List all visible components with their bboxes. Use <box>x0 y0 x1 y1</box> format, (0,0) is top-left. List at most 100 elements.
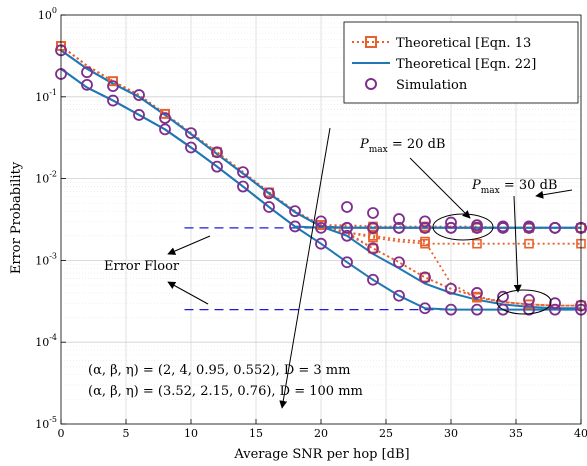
series-simulation-point <box>419 215 431 228</box>
series-eqn13-point <box>108 76 118 87</box>
annotation-pmax20: Pmax = 20 dB <box>359 137 445 155</box>
y-tick-exponent: 0 <box>52 6 57 15</box>
series-simulation-point <box>367 273 379 286</box>
series-simulation-point <box>159 123 171 136</box>
series-simulation-point <box>185 141 197 154</box>
series-simulation-point <box>445 282 457 295</box>
series-simulation-point <box>445 303 457 316</box>
series-simulation-point <box>419 271 431 284</box>
series-eqn13-point <box>420 238 430 249</box>
y-tick-exponent: -2 <box>49 170 57 179</box>
pmax20-symbol: P <box>359 137 369 152</box>
series-simulation-point <box>393 256 405 269</box>
x-tick-label: 15 <box>249 427 263 440</box>
series-simulation-point <box>133 89 145 101</box>
series-simulation-point <box>81 66 93 79</box>
series-simulation-point <box>497 303 509 316</box>
y-tick-exponent: -1 <box>49 88 57 97</box>
series-simulation-point <box>289 220 301 233</box>
arrow-error-floor-upper <box>167 235 211 255</box>
y-tick-base: 10 <box>35 91 49 104</box>
y-tick-label: 10-5 <box>35 415 57 431</box>
y-tick-label: 100 <box>38 6 57 22</box>
legend-marker-simulation <box>365 78 377 90</box>
annotation-pmax30: Pmax = 30 dB <box>471 178 557 196</box>
legend-label-simulation: Simulation <box>396 78 468 93</box>
series-simulation-point <box>315 237 327 250</box>
arrow-pmax30-a <box>513 195 522 293</box>
annotations: Pmax = 20 dB Pmax = 30 dB Error Floor (α… <box>88 137 557 399</box>
series-simulation-point <box>445 216 457 229</box>
series-eqn13-point <box>524 299 534 310</box>
series-simulation-point <box>107 80 119 93</box>
x-tick-label: 20 <box>314 427 328 440</box>
x-tick-label: 30 <box>444 427 458 440</box>
pmax30-subscript: max <box>481 186 500 196</box>
x-tick-label: 40 <box>574 427 587 440</box>
y-tick-base: 10 <box>35 336 49 349</box>
series-simulation-point <box>523 303 535 316</box>
series-simulation-point <box>237 166 249 179</box>
series-simulation-point <box>393 289 405 302</box>
annotation-param2: (α, β, η) = (3.52, 2.15, 0.76), D = 100 … <box>88 384 363 399</box>
ellipse-pmax20 <box>432 213 494 241</box>
x-axis-title: Average SNR per hop [dB] <box>233 447 409 462</box>
y-tick-exponent: -5 <box>49 415 57 424</box>
arrow-pmax30-b <box>535 189 573 199</box>
y-tick-label: 10-3 <box>35 251 57 267</box>
series-eqn13-point <box>368 243 378 254</box>
series-simulation-point <box>81 78 93 91</box>
legend-entry-eqn13: Theoretical [Eqn. 13 <box>352 36 531 51</box>
y-axis-title: Error Probability <box>9 161 24 274</box>
series-simulation-point <box>393 213 405 225</box>
pmax20-value: = 20 dB <box>388 137 446 152</box>
series-simulation-point <box>367 207 379 219</box>
y-tick-exponent: -3 <box>49 251 57 260</box>
series-eqn13-point <box>368 223 378 233</box>
x-tick-label: 10 <box>184 427 198 440</box>
legend-marker-eqn13 <box>365 36 377 48</box>
error-floors <box>184 227 581 311</box>
series-eqn13-point <box>472 238 482 249</box>
series-eqn13-point <box>524 238 534 249</box>
y-tick-label: 10-1 <box>35 88 57 104</box>
series-eqn13-line <box>60 45 581 307</box>
x-tick-label: 35 <box>509 427 523 440</box>
y-tick-label: 10-2 <box>35 170 57 186</box>
legend-entry-eqn22: Theoretical [Eqn. 22] <box>352 57 536 72</box>
series-simulation-point <box>289 205 301 218</box>
series-simulation-point <box>185 127 197 139</box>
y-tick-base: 10 <box>35 418 49 431</box>
series-simulation-point <box>497 290 509 303</box>
series-simulation-point <box>419 221 431 234</box>
series-eqn13-point <box>420 223 430 233</box>
series-simulation-point <box>471 287 483 299</box>
y-tick-base: 10 <box>35 254 49 267</box>
x-tick-label: 5 <box>123 427 130 440</box>
series-simulation-point <box>471 221 483 234</box>
legend-label-eqn13: Theoretical [Eqn. 13 <box>396 36 531 51</box>
series-simulation-point <box>159 112 171 124</box>
series-simulation-point <box>107 94 119 107</box>
legend-label-eqn22: Theoretical [Eqn. 22] <box>396 57 536 72</box>
y-tick-base: 10 <box>38 9 52 22</box>
arrow-pmax-pointer <box>279 127 331 409</box>
series-eqn13-point <box>420 272 430 283</box>
legend: Theoretical [Eqn. 13 Theoretical [Eqn. 2… <box>343 21 579 104</box>
series-simulation-point <box>367 242 379 255</box>
series-simulation-point <box>211 146 223 159</box>
series-simulation-point <box>523 221 535 234</box>
series-simulation-point <box>419 302 431 315</box>
series-simulation-point <box>471 303 483 316</box>
arrow-error-floor-lower <box>167 281 209 305</box>
series-eqn13-point <box>212 147 222 158</box>
legend-entry-simulation: Simulation <box>365 78 468 93</box>
x-tick-label: 25 <box>379 427 393 440</box>
x-tick-label: 0 <box>58 427 65 440</box>
series-simulation-point <box>341 201 353 213</box>
ellipse-pmax30 <box>496 289 552 315</box>
y-tick-label: 10-4 <box>35 333 57 349</box>
series-simulation-point <box>497 221 509 234</box>
